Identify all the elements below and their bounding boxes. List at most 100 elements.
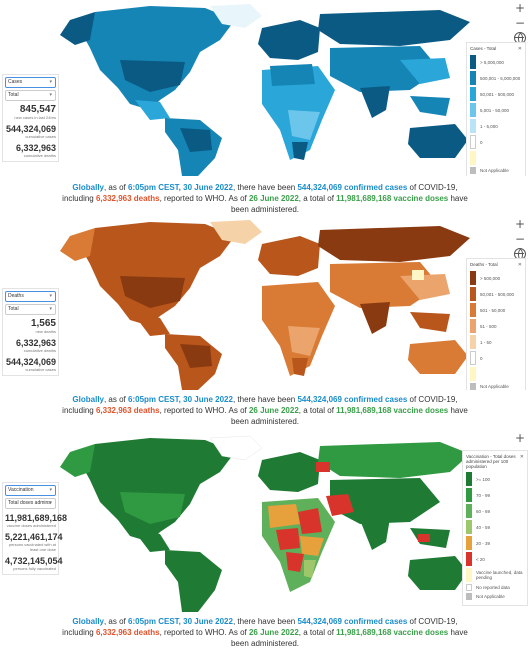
legend-label: > 500,000	[480, 275, 501, 281]
caption-text: been administered.	[230, 205, 300, 214]
metric-select[interactable]: Deaths ▾	[5, 291, 56, 302]
caption-text: have	[448, 628, 468, 637]
metric-select[interactable]: Vaccination ▾	[5, 485, 56, 496]
caption-text: of COVID-19,	[407, 183, 458, 192]
legend-item: Not Applicable	[470, 167, 522, 174]
caption-text: , as of	[103, 395, 128, 404]
close-icon[interactable]: ✕	[517, 262, 522, 268]
stat-new-cases: 845,547 new cases in last 24hrs	[5, 105, 56, 121]
legend-swatch	[466, 520, 472, 534]
legend-title: Vaccination - Total doses administered p…	[466, 454, 516, 469]
legend-swatch	[470, 103, 476, 117]
legend-item: 5,001 - 50,000	[470, 103, 522, 117]
caption-deaths: 6,332,963 deaths	[95, 406, 160, 415]
legend-label: 1 - 50	[480, 339, 492, 345]
legend-item: Not Applicable	[466, 593, 524, 600]
legend-swatch	[466, 536, 472, 550]
legend-item: 51 - 500	[470, 319, 522, 333]
vaccination-legend: Vaccination - Total doses administered p…	[462, 450, 528, 606]
legend-swatch	[470, 135, 476, 149]
period-select[interactable]: Total ▾	[5, 90, 56, 101]
legend-item: < 20	[466, 552, 524, 566]
period-select-value: Total doses admins	[8, 500, 51, 506]
zoom-in-button[interactable]: +	[514, 217, 526, 231]
cases-panel: + − Cases ▾ Total ▾ 845,547 new cases in la…	[0, 0, 530, 216]
metric-select[interactable]: Cases ▾	[5, 77, 56, 88]
legend-label: 5,001 - 50,000	[480, 107, 510, 113]
cases-legend: Cases - Total ✕ > 5,000,000 500,001 - 5,000…	[466, 42, 526, 176]
vaccination-summary-card: Vaccination ▾ Total doses admins ▾ 11,981,…	[2, 482, 68, 575]
legend-label: 501 - 50,000	[480, 307, 506, 313]
caption-vaccine-date: 26 June 2022	[248, 406, 299, 415]
zoom-in-button[interactable]: +	[514, 1, 526, 15]
period-select[interactable]: Total doses admins ▾	[5, 498, 56, 509]
stat-persons-one-dose: 5,221,461,174 persons vaccinated with at …	[5, 532, 63, 552]
caption-text: have	[448, 194, 468, 203]
stat-value: 11,981,689,168	[5, 513, 68, 523]
legend-item: 1 - 5,000	[470, 119, 522, 133]
deaths-map-shapes	[60, 220, 486, 390]
legend-swatch	[470, 383, 476, 390]
legend-label: Not Applicable	[476, 594, 505, 599]
caption-text: been administered.	[230, 639, 300, 648]
close-icon[interactable]: ✕	[517, 46, 522, 52]
legend-label: >= 100	[476, 476, 491, 482]
cases-world-map[interactable]: + − Cases ▾ Total ▾ 845,547 new cases in la…	[0, 0, 530, 176]
caption-deaths: 6,332,963 deaths	[95, 194, 160, 203]
caption-text: have	[448, 406, 468, 415]
chevron-down-icon: ▾	[49, 92, 52, 98]
legend-item: 40 - 59	[466, 520, 524, 534]
caption-doses: 11,981,689,168 vaccine doses	[336, 194, 449, 203]
map-controls: + −	[513, 2, 527, 44]
zoom-out-button[interactable]: −	[514, 232, 526, 246]
legend-header: Deaths - Total ✕	[470, 262, 522, 268]
legend-item: Vaccine launched, data pending	[466, 568, 524, 582]
deaths-panel: + − Deaths ▾ Total ▾ 1,565 new deaths 6,332…	[0, 216, 530, 432]
legend-swatch	[466, 593, 472, 600]
legend-swatch	[470, 167, 476, 174]
stat-value: 5,221,461,174	[5, 532, 63, 542]
legend-item: Not Applicable	[470, 383, 522, 390]
summary-caption: Globally, as of 6:05pm CEST, 30 June 202…	[0, 182, 530, 215]
legend-label: 0	[480, 139, 483, 145]
legend-label: 0	[480, 355, 483, 361]
chevron-down-icon: ▾	[49, 306, 52, 312]
stat-label: new deaths	[35, 329, 56, 334]
zoom-out-button[interactable]: −	[514, 16, 526, 30]
caption-text: of COVID-19,	[407, 617, 458, 626]
period-select[interactable]: Total ▾	[5, 304, 56, 315]
caption-text: , there have been	[232, 395, 298, 404]
legend-item: 0	[470, 351, 522, 365]
caption-globally: Globally	[72, 395, 104, 404]
legend-label: 20 - 39	[476, 540, 491, 546]
stat-value: 6,332,963	[15, 338, 56, 348]
caption-globally: Globally	[72, 617, 104, 626]
stat-label: persons vaccinated with at least one dos…	[8, 542, 56, 552]
legend-item	[470, 367, 522, 381]
vaccination-panel: + − Vaccination▾ Total doses admins▾ 11,…	[0, 432, 530, 648]
legend-item: 1 - 50	[470, 335, 522, 349]
caption-doses: 11,981,689,168 vaccine doses	[336, 628, 449, 637]
legend-item: 20 - 39	[466, 536, 524, 550]
stat-cumulative-cases: 544,324,069 cumulative cases	[5, 124, 56, 139]
deaths-summary-card: Deaths ▾ Total ▾ 1,565 new deaths 6,332,963…	[2, 288, 59, 376]
legend-item: 50,001 - 500,000	[470, 87, 522, 101]
legend-label: 60 - 69	[476, 508, 491, 514]
legend-header: Vaccination - Total doses administered p…	[466, 454, 524, 469]
caption-text: , a total of	[298, 406, 337, 415]
caption-text: , a total of	[298, 194, 337, 203]
legend-item: > 5,000,000	[470, 55, 522, 69]
close-icon[interactable]: ✕	[519, 454, 524, 460]
legend-label: Not Applicable	[480, 384, 509, 389]
deaths-legend: Deaths - Total ✕ > 500,000 50,001 - 500,000…	[466, 258, 526, 390]
zoom-in-button[interactable]: +	[514, 432, 526, 445]
stat-label: cumulative cases	[25, 134, 56, 139]
legend-swatch	[470, 87, 476, 101]
stat-persons-fully-vaccinated: 4,732,145,054 persons fully vaccinated	[5, 556, 63, 571]
caption-time: 6:05pm CEST, 30 June 2022	[128, 183, 233, 192]
period-select-value: Total	[8, 306, 19, 312]
deaths-world-map[interactable]: + − Deaths ▾ Total ▾ 1,565 new deaths 6,332…	[0, 216, 530, 390]
legend-swatch	[470, 319, 476, 333]
vaccination-world-map[interactable]: + − Vaccination▾ Total doses admins▾ 11,…	[0, 432, 530, 612]
legend-swatch	[470, 367, 476, 381]
